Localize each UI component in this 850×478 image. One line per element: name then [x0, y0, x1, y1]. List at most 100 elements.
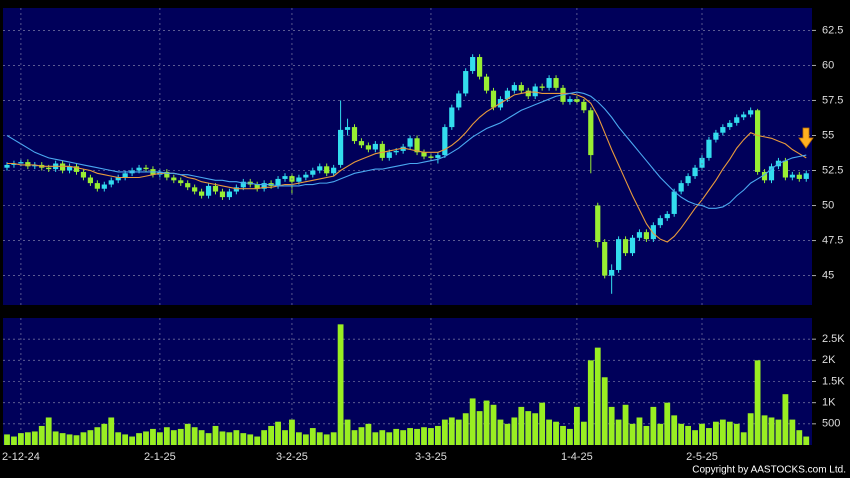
volume-bar — [177, 428, 184, 445]
candle-body — [310, 170, 316, 175]
volume-bar — [539, 402, 546, 445]
y-tick-label: 62.5 — [822, 24, 843, 36]
candle-body — [525, 90, 531, 97]
candle-body — [164, 171, 170, 178]
candle-body — [643, 232, 649, 240]
volume-bar — [713, 421, 719, 445]
volume-bar — [803, 436, 810, 445]
candle-body — [358, 141, 365, 146]
volume-bar — [553, 421, 559, 445]
candle-body — [136, 167, 142, 171]
volume-bar — [170, 430, 177, 445]
volume-bar — [344, 419, 351, 445]
candle-body — [108, 180, 114, 185]
candle-body — [456, 93, 462, 108]
candle-body — [73, 166, 80, 172]
candle-body — [393, 150, 399, 153]
volume-bar — [678, 423, 685, 445]
candle-body — [372, 143, 378, 150]
candle-body — [66, 166, 73, 171]
volume-bar — [448, 417, 455, 445]
candle-body — [115, 177, 121, 181]
volume-bar — [608, 406, 615, 445]
candle-body — [782, 160, 788, 178]
y-tick-label: 60 — [822, 59, 834, 71]
candle-body — [435, 155, 441, 158]
candle-body — [365, 145, 371, 150]
candle-body — [331, 167, 337, 174]
volume-bar — [226, 432, 233, 445]
volume-bar — [386, 432, 393, 445]
candle-body — [226, 191, 232, 198]
x-tick-label: 3-2-25 — [276, 451, 308, 463]
volume-bar — [87, 430, 94, 445]
volume-bar — [567, 428, 573, 445]
candle-body — [101, 184, 107, 189]
volume-bar — [789, 419, 796, 445]
volume-bar — [59, 433, 66, 445]
volume-bar — [421, 427, 427, 445]
candle-body — [261, 183, 267, 189]
volume-bar — [45, 417, 52, 445]
volume-bar — [18, 433, 24, 445]
volume-bar — [414, 428, 420, 445]
candle-body — [219, 191, 226, 198]
candle-body — [789, 174, 795, 178]
y-tick-label: 1K — [822, 397, 836, 409]
candle-body — [796, 174, 802, 179]
volume-bar — [740, 432, 747, 445]
volume-bar — [393, 428, 400, 445]
volume-bar — [469, 398, 476, 445]
copyright: Copyright by AASTOCKS.com Ltd. — [692, 465, 846, 476]
volume-bar — [768, 417, 775, 445]
candle-body — [428, 156, 434, 158]
candle-body — [11, 163, 17, 165]
volume-bar — [615, 419, 622, 445]
volume-bar — [775, 419, 782, 445]
volume-bar — [782, 394, 789, 445]
candle-body — [609, 269, 615, 276]
volume-bar — [136, 433, 142, 445]
candle-body — [636, 232, 643, 238]
volume-bar — [108, 417, 115, 445]
candle-body — [60, 163, 66, 171]
candle-body — [768, 166, 775, 181]
candle-body — [275, 178, 281, 186]
candle-body — [511, 85, 517, 91]
volume-bar — [296, 432, 302, 445]
candle-body — [317, 166, 323, 171]
candle-body — [567, 99, 573, 102]
volume-bar — [219, 431, 226, 445]
volume-bar — [706, 428, 712, 445]
volume-bar — [289, 419, 295, 445]
candle-body — [192, 187, 198, 192]
volume-bar — [73, 435, 80, 445]
candle-body — [442, 127, 448, 156]
volume-bar — [650, 406, 657, 445]
candle-body — [741, 114, 747, 118]
candle-body — [755, 110, 761, 172]
candle-body — [657, 218, 663, 226]
moving-average-line — [7, 91, 807, 243]
candle-body — [546, 78, 552, 88]
candle-body — [178, 180, 184, 184]
volume-bar — [101, 423, 108, 445]
y-tick-label: 2K — [822, 354, 836, 366]
candle-body — [581, 101, 587, 111]
volume-bar — [275, 421, 281, 445]
volume-bar — [372, 432, 379, 445]
candle-body — [94, 183, 100, 189]
volume-bar — [337, 324, 344, 445]
candle-body — [602, 241, 608, 276]
volume-bar — [94, 427, 101, 445]
volume-bar — [643, 425, 650, 445]
y-tick-label: 1.5K — [822, 375, 845, 387]
volume-bar — [726, 421, 733, 445]
volume-bar — [24, 432, 31, 445]
y-tick-label: 45 — [822, 269, 834, 281]
candle-body — [400, 146, 406, 151]
candle-body — [32, 164, 38, 167]
candle-body — [532, 86, 538, 97]
candle-body — [46, 167, 52, 170]
volume-bar — [441, 419, 448, 445]
